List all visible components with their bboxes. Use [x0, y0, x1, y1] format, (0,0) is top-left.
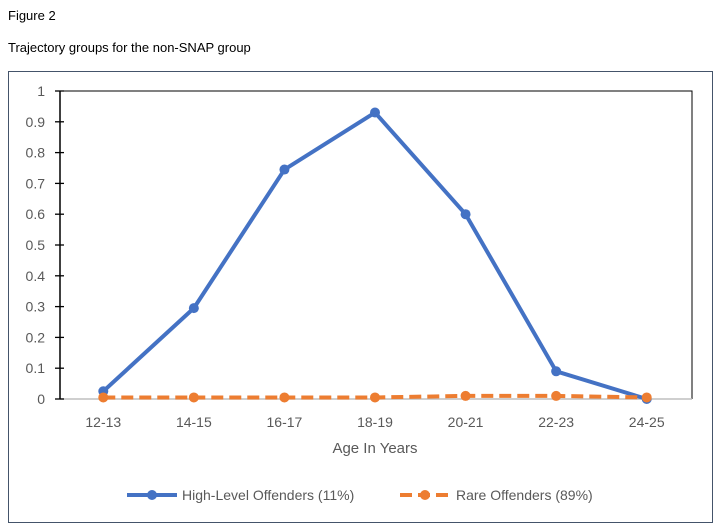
data-point [551, 390, 562, 401]
y-tick-label: 0.3 [26, 299, 46, 315]
y-tick-label: 0.8 [26, 145, 46, 161]
x-tick-label: 18-19 [357, 414, 393, 430]
y-tick-label: 0.1 [26, 360, 46, 376]
series-line-0 [101, 110, 648, 401]
data-point [641, 392, 652, 403]
data-point [188, 303, 199, 314]
legend-swatch-marker [420, 490, 430, 500]
y-tick-label: 0.2 [26, 329, 46, 345]
y-tick-label: 0.5 [26, 237, 46, 253]
x-tick-label: 12-13 [85, 414, 121, 430]
x-tick-label: 20-21 [448, 414, 484, 430]
y-tick-label: 0 [37, 391, 45, 407]
x-axis-title: Age In Years [332, 440, 417, 457]
legend-label: Rare Offenders (89%) [456, 487, 593, 503]
legend-swatch-marker [147, 490, 157, 500]
x-tick-label: 24-25 [629, 414, 665, 430]
data-point [551, 366, 562, 377]
data-point [460, 390, 471, 401]
y-tick-label: 0.7 [26, 175, 46, 191]
y-tick-label: 0.4 [26, 268, 46, 284]
data-point [279, 164, 290, 175]
x-tick-label: 22-23 [538, 414, 574, 430]
y-tick-label: 0.6 [26, 206, 46, 222]
figure-caption: Trajectory groups for the non-SNAP group [8, 40, 251, 55]
y-tick-label: 0.9 [26, 114, 46, 130]
x-tick-label: 14-15 [176, 414, 212, 430]
data-point [460, 209, 471, 220]
plot-border [60, 90, 693, 399]
x-tick-label: 16-17 [267, 414, 303, 430]
legend-label: High-Level Offenders (11%) [182, 487, 354, 503]
y-tick-label: 1 [37, 83, 45, 99]
chart-frame [8, 71, 713, 523]
data-point [188, 392, 199, 403]
data-point [279, 392, 290, 403]
data-point [370, 392, 380, 403]
data-point [98, 392, 109, 403]
data-point [370, 107, 380, 118]
figure-label: Figure 2 [8, 8, 56, 23]
